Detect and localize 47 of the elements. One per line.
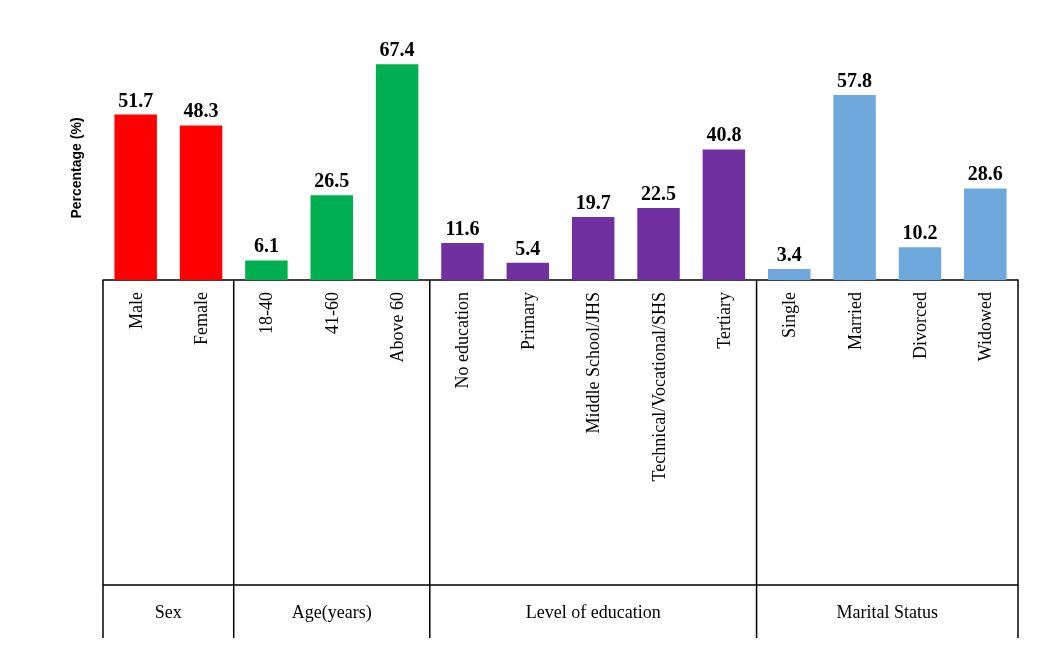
- x-tick-label: Divorced: [909, 292, 930, 359]
- x-tick-label: Primary: [517, 292, 538, 350]
- bar: [768, 269, 811, 280]
- data-label: 6.1: [253, 234, 279, 257]
- data-label: 51.7: [118, 88, 154, 111]
- y-axis-title: Percentage (%): [68, 117, 84, 219]
- data-label: 3.4: [776, 243, 802, 266]
- bar: [114, 114, 157, 280]
- x-tick-label: Technical/Vocational/SHS: [648, 292, 669, 482]
- bar: [245, 260, 288, 280]
- x-tick-label: No education: [452, 292, 473, 389]
- bar: [179, 125, 223, 280]
- bar: [702, 149, 746, 280]
- data-label: 26.5: [314, 169, 350, 192]
- text: Sex: [154, 601, 182, 622]
- text: Age(years): [291, 601, 372, 623]
- x-tick-label: Male: [125, 291, 146, 329]
- text: Level of education: [525, 601, 661, 622]
- bar: [310, 195, 353, 280]
- data-label: 67.4: [379, 38, 415, 61]
- data-label: 19.7: [575, 190, 611, 213]
- text: Marital Status: [836, 601, 939, 622]
- data-label: 28.6: [967, 162, 1003, 185]
- bar: [898, 247, 942, 280]
- data-label: 11.6: [445, 216, 480, 239]
- x-tick-label: Above 60: [387, 292, 408, 363]
- x-tick-label: Widowed: [975, 292, 996, 362]
- bar: [506, 262, 550, 280]
- data-label: 57.8: [837, 69, 873, 92]
- bar: [964, 188, 1007, 280]
- data-label: 40.8: [706, 123, 742, 146]
- x-tick-label: Middle School/JHS: [583, 292, 604, 434]
- data-label: 5.4: [515, 236, 541, 259]
- bar: [375, 64, 419, 280]
- bar: [571, 216, 615, 280]
- x-tick-label: Married: [844, 292, 865, 350]
- data-label: 22.5: [641, 182, 677, 204]
- bar: [637, 208, 680, 280]
- x-tick-label: 41-60: [321, 292, 342, 334]
- bar: [441, 242, 484, 280]
- x-tick-label: 18-40: [256, 292, 277, 334]
- data-label: 48.3: [183, 99, 219, 122]
- x-tick-label: Single: [779, 292, 800, 339]
- x-tick-label: Female: [191, 291, 212, 345]
- x-tick-label: Tertiary: [713, 292, 734, 349]
- data-label: 10.2: [902, 221, 938, 244]
- bar: [833, 95, 876, 280]
